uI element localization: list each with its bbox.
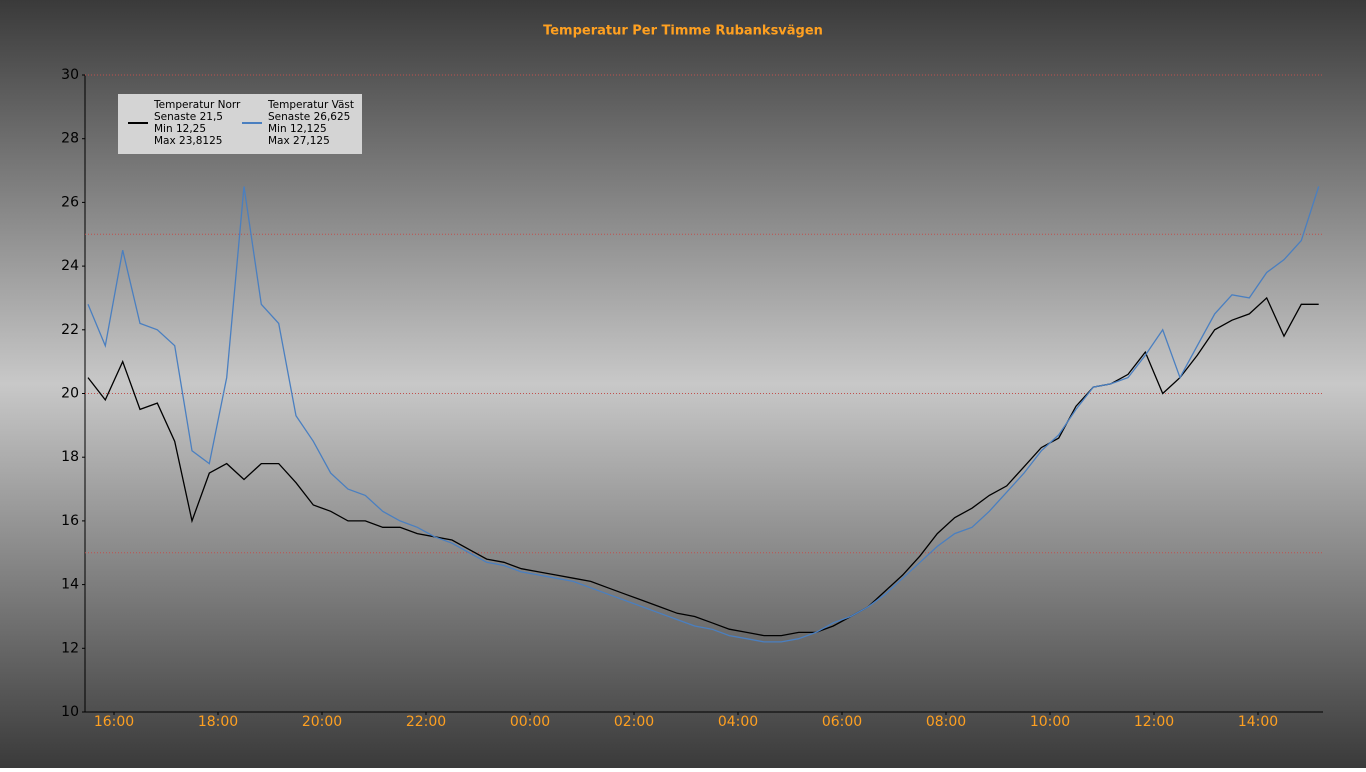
x-tick-label: 00:00 xyxy=(510,714,550,730)
x-tick-label: 08:00 xyxy=(926,714,966,730)
legend-box xyxy=(118,94,362,154)
x-tick-label: 06:00 xyxy=(822,714,862,730)
x-tick-label: 10:00 xyxy=(1030,714,1070,730)
y-tick-label: 10 xyxy=(61,704,79,720)
x-tick-label: 18:00 xyxy=(198,714,238,730)
y-tick-label: 22 xyxy=(61,322,79,338)
y-tick-label: 30 xyxy=(61,67,79,83)
legend-stat: Min 12,25 xyxy=(154,123,206,135)
y-tick-label: 24 xyxy=(61,258,79,274)
y-tick-label: 12 xyxy=(61,640,79,656)
x-tick-label: 16:00 xyxy=(94,714,134,730)
x-tick-label: 04:00 xyxy=(718,714,758,730)
legend-label: Temperatur Väst xyxy=(267,99,354,111)
x-tick-label: 14:00 xyxy=(1238,714,1278,730)
chart-title: Temperatur Per Timme Rubanksvägen xyxy=(543,24,823,39)
legend-stat: Min 12,125 xyxy=(268,123,327,135)
legend-stat: Max 27,125 xyxy=(268,135,330,147)
series-line xyxy=(87,186,1320,643)
legend-label: Temperatur Norr xyxy=(153,99,241,111)
legend-stat: Senaste 21,5 xyxy=(154,111,223,123)
x-tick-label: 02:00 xyxy=(614,714,654,730)
y-tick-label: 14 xyxy=(61,577,79,593)
x-tick-label: 20:00 xyxy=(302,714,342,730)
x-tick-label: 22:00 xyxy=(406,714,446,730)
y-tick-label: 20 xyxy=(61,386,79,402)
y-tick-label: 16 xyxy=(61,513,79,529)
y-tick-label: 18 xyxy=(61,449,79,465)
legend-stat: Senaste 26,625 xyxy=(268,111,350,123)
y-tick-label: 28 xyxy=(61,131,79,147)
x-tick-label: 12:00 xyxy=(1134,714,1174,730)
legend-stat: Max 23,8125 xyxy=(154,135,222,147)
y-tick-label: 26 xyxy=(61,194,79,210)
